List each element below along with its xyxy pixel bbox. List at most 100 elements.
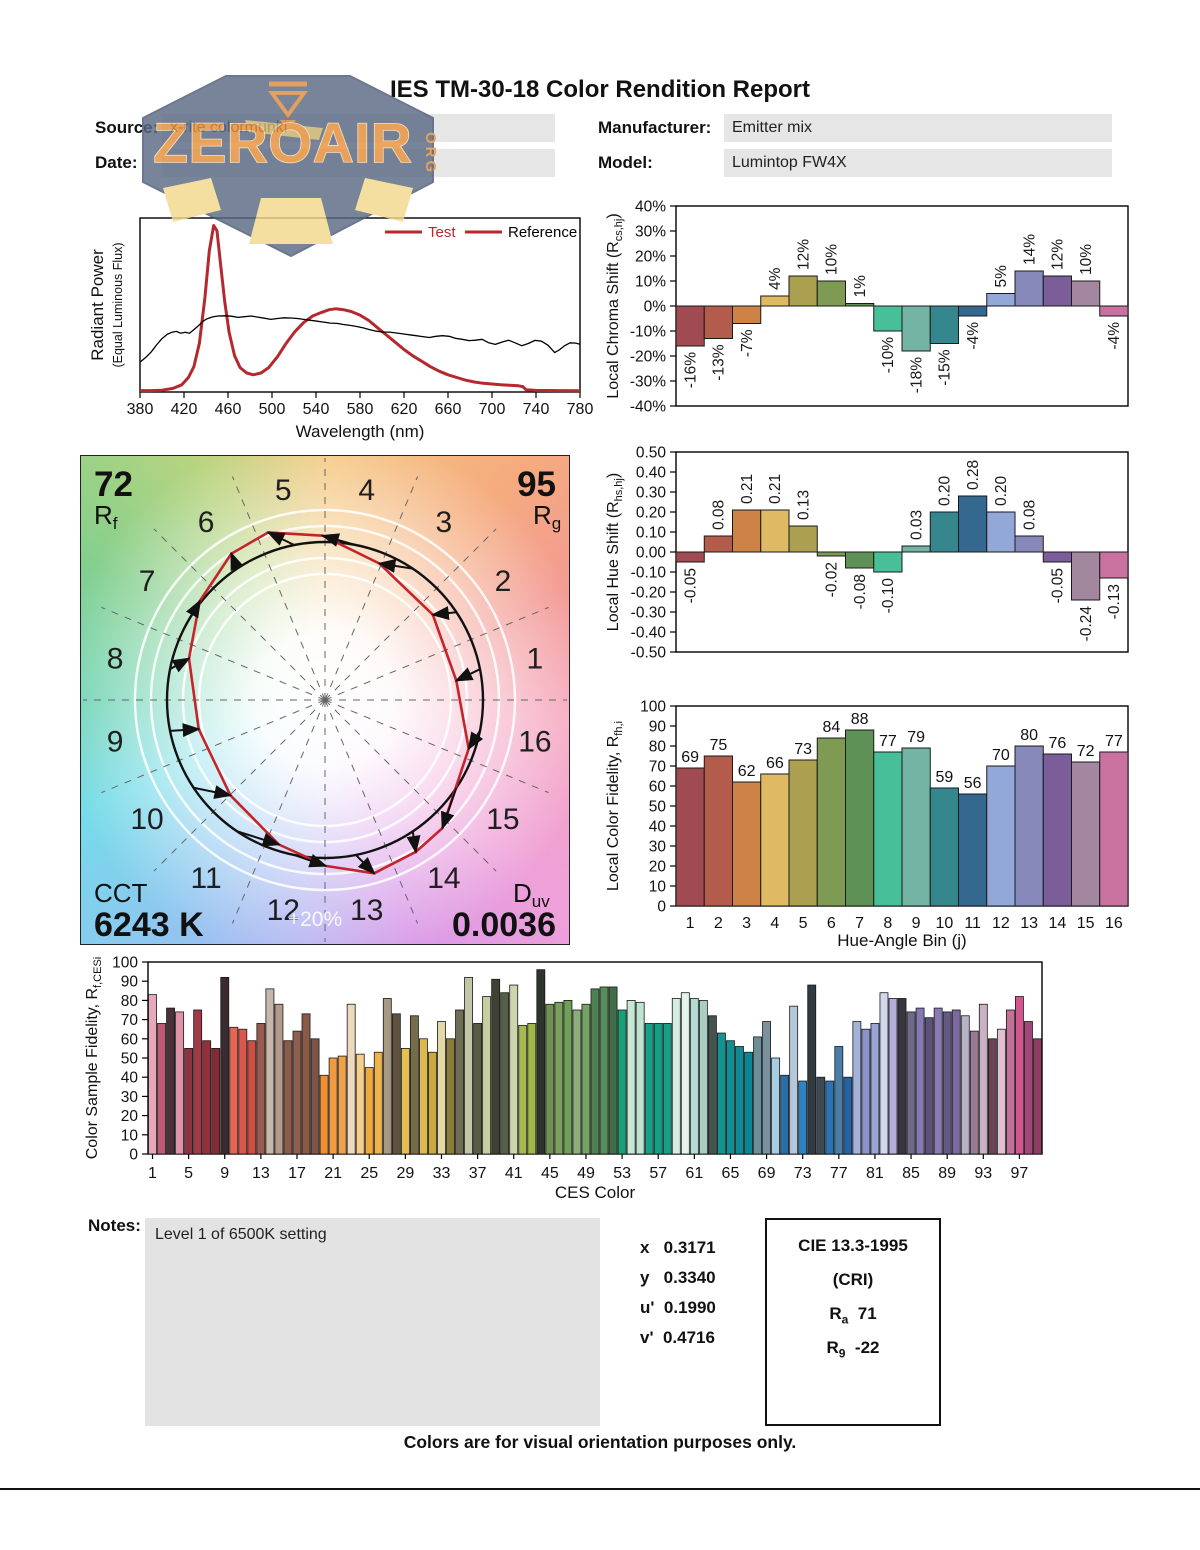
x-tick-label: 29 (396, 1165, 414, 1182)
bar (391, 1013, 401, 1155)
y-tick-label: 0.20 (636, 505, 667, 522)
bar (1099, 751, 1129, 907)
bar (157, 1023, 166, 1155)
bar (1015, 996, 1024, 1155)
y-tick-label: 0.30 (636, 485, 667, 502)
bar (958, 305, 988, 317)
y-axis-sublabel: (Equal Luminous Flux) (111, 242, 125, 367)
bar (563, 1000, 573, 1155)
x-tick-label: 65 (722, 1165, 740, 1182)
bar (901, 545, 931, 553)
logo-ray-right (355, 178, 413, 222)
y-tick-label: 80 (649, 739, 667, 756)
value-label: -15% (937, 349, 954, 385)
date-label: Date: (95, 153, 138, 172)
bar (328, 1057, 338, 1155)
rf-label: Rf (94, 500, 118, 533)
x-tick-label: 420 (171, 401, 198, 418)
bar (653, 1023, 663, 1155)
bar (671, 998, 681, 1155)
bar (1042, 753, 1072, 907)
bar (1099, 551, 1129, 579)
bar (996, 1028, 1006, 1155)
x-tick-label: 380 (127, 401, 154, 418)
y-tick-label: 70 (649, 759, 667, 776)
logo-ray-left (163, 178, 221, 222)
x-axis-label: Wavelength (nm) (296, 422, 425, 441)
bar (238, 1028, 248, 1155)
x-tick-label: 5 (184, 1165, 193, 1182)
bar (419, 1038, 428, 1155)
bar (536, 969, 546, 1155)
bar (825, 1080, 835, 1155)
bar (581, 1003, 591, 1155)
bar (247, 1040, 257, 1155)
value-label: -16% (682, 352, 699, 388)
logo-wordmark: ZEROAIR (154, 111, 413, 174)
x-tick-label: 37 (469, 1165, 487, 1182)
bar (184, 1048, 194, 1155)
value-label: -0.08 (852, 574, 869, 609)
y-axis-label: Local Color Fidelity, Rfh,i (605, 721, 625, 891)
y-tick-label: 50 (649, 799, 667, 816)
bar (816, 280, 846, 307)
value-label: 10% (1078, 244, 1095, 275)
notes-text: Level 1 of 6500K setting (155, 1226, 327, 1243)
bin-number: 11 (191, 862, 222, 895)
y-axis-label: Color Sample Fidelity, Rf,CESi (84, 957, 104, 1160)
x-tick-label: 3 (742, 915, 751, 932)
bin-number: 1 (527, 642, 544, 675)
hue-bin-spoke (101, 606, 326, 701)
bar (310, 1038, 320, 1155)
bar (987, 1038, 997, 1155)
bar (861, 1028, 871, 1155)
x-tick-label: 540 (303, 401, 330, 418)
chromaticity-x: x 0.3171 (640, 1238, 716, 1257)
bar (762, 1021, 771, 1155)
x-tick-label: 7 (855, 915, 864, 932)
manufacturer-label: Manufacturer: (598, 118, 712, 137)
bar (590, 988, 600, 1155)
hue-bin-spoke (324, 528, 497, 701)
bar (166, 1007, 175, 1155)
bar (915, 1007, 925, 1155)
legend-reference-label: Reference (508, 224, 577, 241)
value-label: 73 (794, 741, 812, 758)
value-label: -0.13 (1106, 584, 1123, 619)
value-label: -0.05 (682, 568, 699, 603)
bar (473, 1023, 483, 1155)
y-tick-label: 0 (129, 1147, 138, 1164)
bar (675, 767, 705, 907)
y-tick-label: 90 (649, 719, 667, 736)
bar (437, 1021, 446, 1155)
bar (879, 992, 889, 1155)
y-tick-label: -20% (630, 349, 666, 366)
value-label: -0.05 (1050, 568, 1067, 603)
bar (986, 765, 1016, 907)
bar (428, 1051, 437, 1155)
bar (834, 1046, 844, 1155)
y-tick-label: 60 (121, 1031, 139, 1048)
x-tick-label: 660 (435, 401, 462, 418)
value-label: -13% (711, 344, 728, 380)
bar (732, 305, 762, 324)
shift-arrow (193, 785, 233, 799)
chromaticity-y: y 0.3340 (640, 1268, 716, 1287)
y-tick-label: -0.20 (631, 585, 667, 602)
value-label: 10% (824, 244, 841, 275)
bar (675, 551, 705, 563)
bar (202, 1040, 212, 1155)
y-axis-label: Local Chroma Shift (Rcs,hj) (605, 213, 625, 398)
bar (845, 303, 875, 307)
bar (888, 998, 898, 1155)
value-label: 72 (1077, 743, 1095, 760)
bar (256, 1023, 266, 1155)
hue-bin-spoke (324, 606, 549, 701)
bar (193, 1009, 203, 1155)
x-tick-label: 77 (830, 1165, 848, 1182)
bar (873, 551, 903, 573)
value-label: 14% (1021, 234, 1038, 265)
value-label: 12% (1050, 239, 1067, 270)
y-tick-label: 0.50 (636, 445, 667, 462)
